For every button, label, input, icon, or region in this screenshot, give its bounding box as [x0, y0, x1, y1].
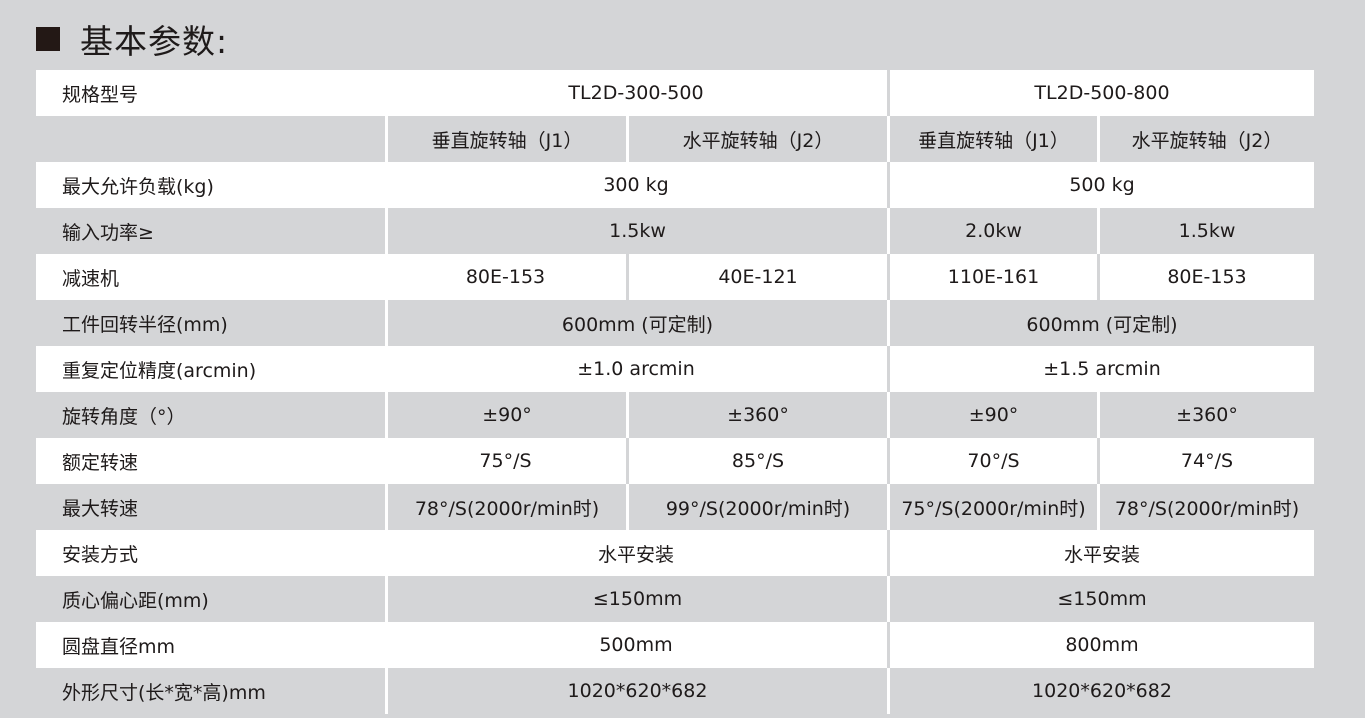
table-row: 圆盘直径mm 500mm 800mm [36, 622, 1314, 668]
table-cell: ±1.0 arcmin [385, 346, 887, 392]
row-label: 安装方式 [36, 530, 385, 576]
table-cell: 水平旋转轴（J2） [629, 116, 887, 162]
table-cell: 500 kg [890, 162, 1314, 208]
table-cell: 800mm [890, 622, 1314, 668]
table-cell: ±1.5 arcmin [890, 346, 1314, 392]
section-title: 基本参数: [36, 14, 228, 64]
table-cell: 水平旋转轴（J2） [1100, 116, 1314, 162]
table-cell: 1020*620*682 [890, 668, 1314, 714]
table-row: 输入功率≥ 1.5kw 2.0kw 1.5kw [36, 208, 1314, 254]
table-cell: TL2D-500-800 [890, 70, 1314, 116]
table-cell: 1020*620*682 [388, 668, 887, 714]
row-label: 输入功率≥ [36, 208, 385, 254]
table-row: 重复定位精度(arcmin) ±1.0 arcmin ±1.5 arcmin [36, 346, 1314, 392]
table-row: 垂直旋转轴（J1） 水平旋转轴（J2） 垂直旋转轴（J1） 水平旋转轴（J2） [36, 116, 1314, 162]
table-row: 减速机 80E-153 40E-121 110E-161 80E-153 [36, 254, 1314, 300]
table-row: 外形尺寸(长*宽*高)mm 1020*620*682 1020*620*682 [36, 668, 1314, 714]
table-cell: 600mm (可定制) [890, 300, 1314, 346]
table-cell: 75°/S(2000r/min时) [890, 484, 1097, 530]
row-label: 减速机 [36, 254, 385, 300]
spec-table: 规格型号 TL2D-300-500 TL2D-500-800 垂直旋转轴（J1） 水平旋… [36, 70, 1314, 714]
table-row: 额定转速 75°/S 85°/S 70°/S 74°/S [36, 438, 1314, 484]
row-label: 工件回转半径(mm) [36, 300, 385, 346]
table-cell: 1.5kw [388, 208, 887, 254]
table-cell: 80E-153 [385, 254, 626, 300]
row-label: 重复定位精度(arcmin) [36, 346, 385, 392]
table-cell: 78°/S(2000r/min时) [388, 484, 626, 530]
table-cell: ≤150mm [388, 576, 887, 622]
table-cell: 300 kg [385, 162, 887, 208]
table-cell: 水平安装 [890, 530, 1314, 576]
row-label: 最大允许负载(kg) [36, 162, 385, 208]
table-row: 工件回转半径(mm) 600mm (可定制) 600mm (可定制) [36, 300, 1314, 346]
table-cell: ±360° [629, 392, 887, 438]
table-row: 质心偏心距(mm) ≤150mm ≤150mm [36, 576, 1314, 622]
table-cell: 500mm [385, 622, 887, 668]
row-label: 旋转角度（°） [36, 392, 385, 438]
section-title-text: 基本参数: [80, 22, 229, 61]
row-label: 质心偏心距(mm) [36, 576, 385, 622]
table-cell: 99°/S(2000r/min时) [629, 484, 887, 530]
table-row: 最大转速 78°/S(2000r/min时) 99°/S(2000r/min时) 75… [36, 484, 1314, 530]
table-cell: 600mm (可定制) [388, 300, 887, 346]
table-cell: 110E-161 [890, 254, 1097, 300]
row-label: 外形尺寸(长*宽*高)mm [36, 668, 385, 714]
table-cell: ±90° [388, 392, 626, 438]
table-cell: 垂直旋转轴（J1） [388, 116, 626, 162]
table-cell: 80E-153 [1100, 254, 1314, 300]
row-label [36, 116, 385, 162]
row-label: 圆盘直径mm [36, 622, 385, 668]
table-cell: 垂直旋转轴（J1） [890, 116, 1097, 162]
table-cell: ≤150mm [890, 576, 1314, 622]
table-cell: ±360° [1100, 392, 1314, 438]
table-cell: 75°/S [385, 438, 626, 484]
table-cell: 70°/S [890, 438, 1097, 484]
table-cell: TL2D-300-500 [385, 70, 887, 116]
row-label: 规格型号 [36, 70, 385, 116]
table-row: 规格型号 TL2D-300-500 TL2D-500-800 [36, 70, 1314, 116]
row-label: 最大转速 [36, 484, 385, 530]
table-row: 旋转角度（°） ±90° ±360° ±90° ±360° [36, 392, 1314, 438]
table-cell: 水平安装 [385, 530, 887, 576]
table-cell: 40E-121 [629, 254, 887, 300]
row-label: 额定转速 [36, 438, 385, 484]
table-cell: 1.5kw [1100, 208, 1314, 254]
table-cell: 74°/S [1100, 438, 1314, 484]
table-cell: ±90° [890, 392, 1097, 438]
table-row: 最大允许负载(kg) 300 kg 500 kg [36, 162, 1314, 208]
table-cell: 78°/S(2000r/min时) [1100, 484, 1314, 530]
table-row: 安装方式 水平安装 水平安装 [36, 530, 1314, 576]
square-bullet-icon [36, 27, 60, 51]
table-cell: 85°/S [629, 438, 887, 484]
table-cell: 2.0kw [890, 208, 1097, 254]
